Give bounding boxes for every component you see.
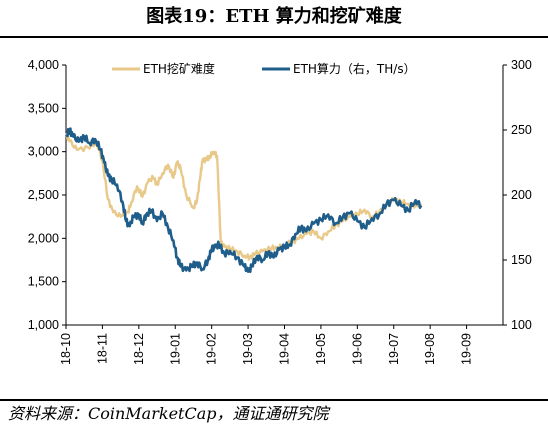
y-right-tick-label: 100 [511, 318, 532, 332]
chart-series [65, 127, 423, 273]
y-left-tick-label: 3,500 [28, 101, 59, 115]
y-right-tick-label: 300 [511, 58, 532, 72]
x-tick-label: 18-10 [59, 333, 73, 365]
x-tick-label: 19-04 [278, 333, 292, 365]
chart-legend: ETH挖矿难度 ETH算力（右，TH/s） [112, 61, 416, 76]
y-left-tick-label: 1,000 [28, 318, 59, 332]
chart-axes: 1,000 1,500 2,000 2,500 3,000 3,500 4,000 100 15… [28, 58, 532, 365]
x-tick-label: 19-01 [168, 333, 182, 365]
y-left-tick-label: 2,000 [28, 231, 59, 245]
x-tick-label: 19-07 [387, 333, 401, 365]
x-tick-label: 19-03 [241, 333, 255, 365]
source-rule [0, 399, 548, 401]
y-left-tick-label: 2,500 [28, 188, 59, 202]
y-right-tick-label: 250 [511, 123, 532, 137]
hashrate-line [65, 127, 423, 273]
chart-svg: 1,000 1,500 2,000 2,500 3,000 3,500 4,000 100 15… [28, 58, 532, 365]
y-left-tick-label: 4,000 [28, 58, 59, 72]
x-tick-label: 19-02 [205, 333, 219, 365]
y-left-tick-label: 3,000 [28, 145, 59, 159]
y-right-tick-label: 200 [511, 188, 532, 202]
source-note: 资料来源：CoinMarketCap，通证通研究院 [8, 404, 329, 423]
title-rule [0, 36, 548, 38]
legend-label-hashrate: ETH算力（右，TH/s） [293, 61, 416, 76]
difficulty-line [65, 132, 423, 261]
x-tick-label: 18-12 [132, 333, 146, 365]
y-right-tick-label: 150 [511, 253, 532, 267]
chart-title: 图表19：ETH 算力和挖矿难度 [146, 6, 402, 27]
x-tick-label: 19-06 [350, 333, 364, 365]
x-tick-label: 19-09 [460, 333, 474, 365]
legend-label-difficulty: ETH挖矿难度 [143, 61, 215, 76]
x-tick-label: 19-08 [423, 333, 437, 365]
x-tick-label: 19-05 [314, 333, 328, 365]
y-left-tick-label: 1,500 [28, 275, 59, 289]
x-tick-label: 18-11 [95, 333, 109, 364]
